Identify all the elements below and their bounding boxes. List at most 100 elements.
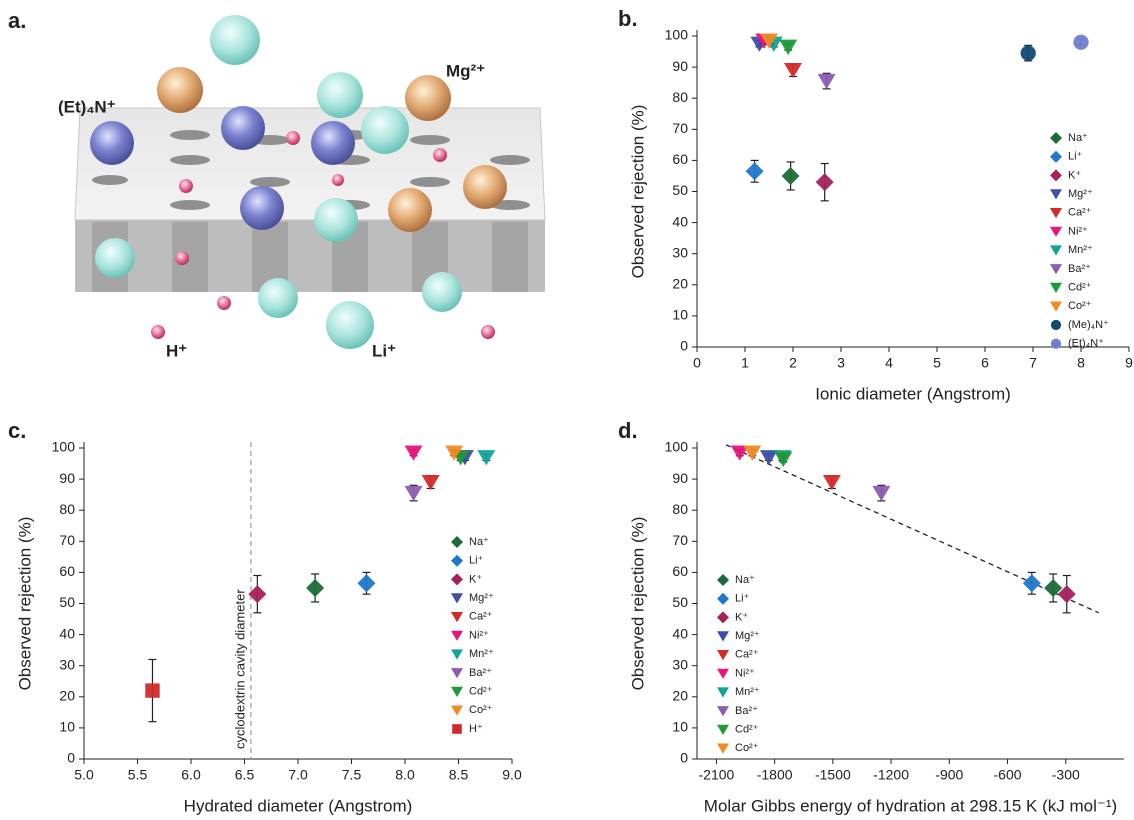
x-tick-label: 3	[837, 355, 845, 371]
y-tick-label: 0	[67, 750, 75, 766]
y-tick-label: 40	[672, 625, 688, 641]
legend-label: Na⁺	[735, 574, 755, 586]
figure: a. (Et)₄N⁺ Mg²⁺ H⁺ Li⁺ b.010203040506070…	[0, 0, 1134, 820]
y-tick-label: 90	[672, 470, 688, 486]
y-tick-label: 0	[680, 338, 688, 354]
legend-label: K⁺	[1068, 169, 1081, 181]
y-tick-label: 50	[672, 182, 688, 198]
marker	[1021, 45, 1036, 60]
y-tick-label: 70	[672, 120, 688, 136]
x-tick-label: 7	[1029, 355, 1037, 371]
x-tick-label: -300	[1052, 767, 1080, 783]
legend-label: Mn²⁺	[469, 648, 494, 660]
legend-label: H⁺	[469, 723, 483, 735]
x-tick-label: -2100	[699, 767, 735, 783]
legend-label: Mg²⁺	[469, 592, 494, 604]
y-axis-label: Observed rejection (%)	[628, 517, 647, 691]
y-tick-label: 60	[59, 563, 75, 579]
x-tick-label: 9.0	[502, 767, 522, 783]
x-tick-label: 6.0	[181, 767, 201, 783]
x-tick-label: 6.5	[235, 767, 255, 783]
legend-marker	[1051, 339, 1061, 349]
x-tick-label: 8	[1077, 355, 1085, 371]
legend-marker	[451, 649, 463, 659]
legend-marker	[1050, 132, 1062, 144]
legend-marker	[451, 668, 463, 678]
legend-marker	[1050, 208, 1062, 218]
illustration: a. (Et)₄N⁺ Mg²⁺ H⁺ Li⁺	[8, 8, 545, 361]
legend-marker	[717, 669, 729, 679]
x-tick-label: 4	[885, 355, 893, 371]
legend-marker	[717, 744, 729, 754]
legend-label: Ca²⁺	[735, 649, 759, 661]
legend-label: Mn²⁺	[1068, 244, 1093, 256]
marker	[779, 40, 797, 55]
y-tick-label: 70	[59, 532, 75, 548]
y-tick-label: 70	[672, 532, 688, 548]
y-tick-label: 100	[52, 439, 76, 455]
legend-label: Ni²⁺	[735, 667, 755, 679]
legend-label: Ni²⁺	[1068, 225, 1088, 237]
legend-marker	[451, 631, 463, 641]
y-tick-label: 10	[672, 719, 688, 735]
legend-marker	[717, 593, 729, 605]
y-tick-label: 50	[59, 594, 75, 610]
legend-marker	[451, 593, 463, 603]
marker	[357, 574, 375, 592]
panel-label: b.	[618, 6, 638, 31]
legend-label: Ba²⁺	[469, 667, 492, 679]
x-tick-label: -1200	[873, 767, 909, 783]
y-tick-label: 0	[680, 750, 688, 766]
y-tick-label: 90	[672, 58, 688, 74]
legend-marker	[451, 687, 463, 697]
y-tick-label: 50	[672, 594, 688, 610]
legend-marker	[717, 650, 729, 660]
x-tick-label: 5	[933, 355, 941, 371]
panel-label: c.	[8, 418, 26, 443]
trendline	[726, 445, 1099, 613]
legend-marker	[451, 612, 463, 622]
legend-marker	[451, 536, 463, 548]
legend-marker	[717, 687, 729, 697]
x-tick-label: 2	[789, 355, 797, 371]
legend-marker	[1050, 245, 1062, 255]
marker	[477, 450, 495, 465]
x-tick-label: 8.5	[449, 767, 469, 783]
legend-label: Na⁺	[1068, 132, 1088, 144]
y-tick-label: 10	[59, 719, 75, 735]
legend-marker	[451, 706, 463, 716]
legend-label: Co²⁺	[735, 742, 759, 754]
x-tick-label: -1500	[815, 767, 851, 783]
x-tick-label: 9	[1125, 355, 1133, 371]
x-tick-label: -600	[994, 767, 1022, 783]
marker	[872, 486, 890, 501]
marker	[818, 74, 836, 89]
y-axis-label: Observed rejection (%)	[628, 105, 647, 279]
legend-label: Ca²⁺	[469, 611, 493, 623]
marker	[746, 162, 764, 180]
legend-label: Li⁺	[735, 593, 750, 605]
y-tick-label: 30	[672, 244, 688, 260]
x-axis-label: Molar Gibbs energy of hydration at 298.1…	[704, 796, 1117, 815]
marker	[1023, 574, 1041, 592]
marker	[816, 173, 834, 191]
legend-label: Li⁺	[1068, 151, 1083, 163]
legend-label: Na⁺	[469, 536, 489, 548]
ion-label: (Et)₄N⁺	[58, 97, 116, 116]
legend-marker	[1050, 264, 1062, 274]
legend-label: Mg²⁺	[1068, 188, 1093, 200]
legend-marker	[1050, 302, 1062, 312]
marker	[782, 167, 800, 185]
x-tick-label: 6	[981, 355, 989, 371]
legend-label: Co²⁺	[469, 704, 493, 716]
x-tick-label: 7.0	[288, 767, 308, 783]
ion-label: H⁺	[166, 341, 187, 360]
y-tick-label: 40	[672, 213, 688, 229]
legend-marker	[717, 631, 729, 641]
legend-label: Ca²⁺	[1068, 207, 1092, 219]
legend-label: Cd²⁺	[735, 724, 759, 736]
y-tick-label: 30	[672, 656, 688, 672]
y-tick-label: 80	[672, 501, 688, 517]
marker	[1073, 35, 1088, 50]
panel-label: d.	[618, 418, 638, 443]
